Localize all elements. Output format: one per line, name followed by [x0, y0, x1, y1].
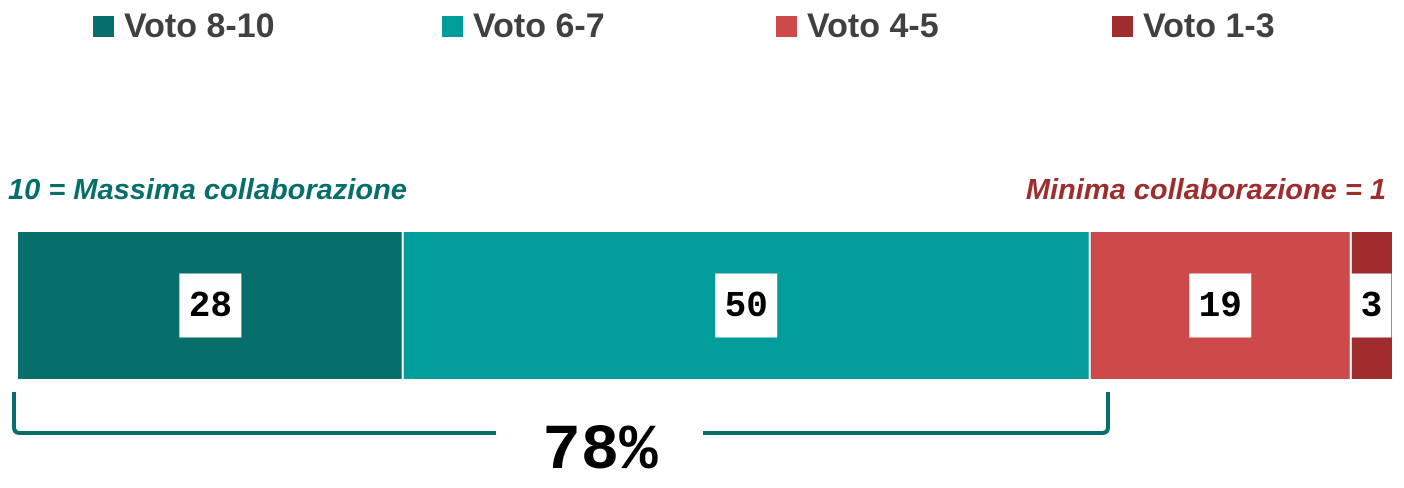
- summary-percentage: 78%: [542, 416, 658, 488]
- value-label: 50: [725, 286, 768, 327]
- legend-item-voto-1-3: Voto 1-3: [1112, 6, 1275, 46]
- legend-label: Voto 1-3: [1143, 6, 1275, 45]
- legend-swatch: [776, 15, 797, 37]
- value-label: 3: [1361, 286, 1383, 327]
- legend-item-voto-6-7: Voto 6-7: [442, 6, 605, 46]
- value-label: 19: [1199, 286, 1242, 327]
- scale-label-max: 10 = Massima collaborazione: [8, 174, 407, 206]
- summary-bracket: [12, 392, 1110, 435]
- scale-label-min: Minima collaborazione = 1: [1025, 174, 1386, 206]
- legend-swatch: [1112, 15, 1133, 37]
- legend-swatch: [93, 15, 114, 37]
- value-label-box: [715, 273, 778, 338]
- value-label-box: [1351, 273, 1392, 338]
- value-label-box: [1189, 273, 1252, 338]
- legend-swatch: [442, 15, 463, 37]
- value-label: 28: [189, 286, 232, 327]
- legend-item-voto-4-5: Voto 4-5: [776, 6, 939, 46]
- legend-label: Voto 4-5: [807, 6, 939, 45]
- legend: Voto 8-10 Voto 6-7 Voto 4-5 Voto 1-3: [0, 0, 1404, 60]
- legend-label: Voto 6-7: [473, 6, 605, 45]
- legend-label: Voto 8-10: [124, 6, 275, 45]
- legend-item-voto-8-10: Voto 8-10: [93, 6, 275, 46]
- value-label-box: [179, 273, 242, 338]
